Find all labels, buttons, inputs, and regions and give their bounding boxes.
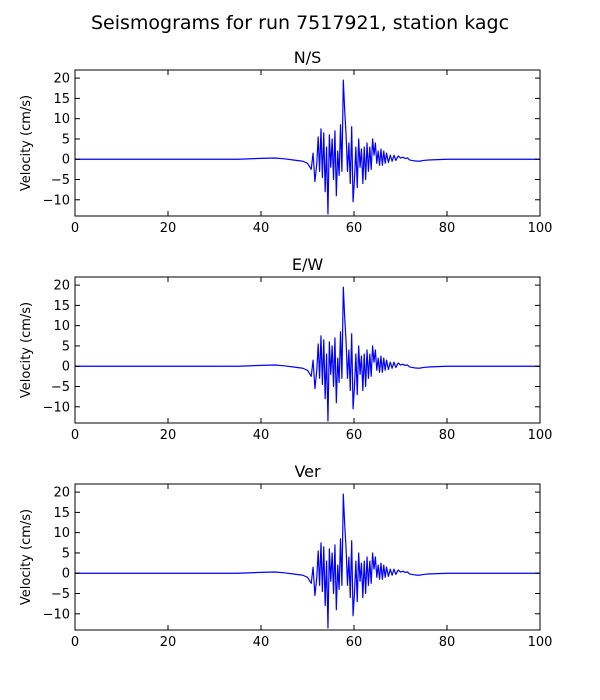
panel-0: N/S Velocity (cm/s) 0 20 40 60 80 100 −10 −5 0 5 10 1…	[19, 48, 552, 236]
seismogram-trace	[75, 79, 540, 215]
x-tick-label: 0	[71, 221, 79, 236]
y-axis-label: Velocity (cm/s)	[19, 509, 34, 605]
panel-2: Ver Velocity (cm/s) 0 20 40 60 80 100 −10 −5 0 5 10 1…	[19, 462, 552, 650]
y-tick-label: 5	[62, 132, 70, 147]
y-tick-label: 20	[53, 486, 70, 501]
x-tick-label: 40	[253, 635, 270, 650]
panel-title: N/S	[294, 48, 322, 67]
plot-frame	[74, 69, 541, 217]
seismogram-trace	[75, 286, 540, 422]
x-tick-label: 60	[346, 221, 363, 236]
y-tick-label: 15	[53, 506, 70, 521]
panel-1: E/W Velocity (cm/s) 0 20 40 60 80 100 −10 −5 0 5 10 1…	[19, 255, 552, 443]
y-tick-label: 20	[53, 72, 70, 87]
y-tick-label: 15	[53, 299, 70, 314]
y-tick-label: −10	[43, 400, 70, 415]
y-tick-label: 5	[62, 339, 70, 354]
x-tick-label: 40	[253, 428, 270, 443]
figure-title: Seismograms for run 7517921, station kag…	[91, 12, 509, 34]
y-tick-label: −5	[51, 587, 70, 602]
y-tick-label: 10	[53, 319, 70, 334]
y-tick-label: 5	[62, 546, 70, 561]
x-tick-label: 20	[160, 635, 177, 650]
y-axis-label: Velocity (cm/s)	[19, 302, 34, 398]
x-tick-label: 100	[528, 221, 553, 236]
plot-frame	[74, 276, 541, 424]
y-tick-label: −5	[51, 380, 70, 395]
y-tick-label: 10	[53, 526, 70, 541]
x-tick-label: 100	[528, 635, 553, 650]
y-tick-label: 0	[62, 360, 70, 375]
panel-title: E/W	[292, 255, 324, 274]
y-tick-label: 0	[62, 153, 70, 168]
y-tick-label: −10	[43, 193, 70, 208]
x-tick-label: 80	[439, 428, 456, 443]
x-tick-label: 60	[346, 428, 363, 443]
x-tick-label: 0	[71, 635, 79, 650]
x-tick-label: 0	[71, 428, 79, 443]
x-tick-label: 20	[160, 428, 177, 443]
x-tick-label: 100	[528, 428, 553, 443]
x-tick-label: 40	[253, 221, 270, 236]
y-axis-label: Velocity (cm/s)	[19, 95, 34, 191]
y-tick-label: −10	[43, 607, 70, 622]
y-tick-label: −5	[51, 173, 70, 188]
x-tick-label: 80	[439, 221, 456, 236]
y-tick-label: 20	[53, 279, 70, 294]
panel-title: Ver	[294, 462, 321, 481]
plot-frame	[74, 483, 541, 631]
y-tick-label: 10	[53, 112, 70, 127]
x-tick-label: 20	[160, 221, 177, 236]
y-tick-label: 15	[53, 92, 70, 107]
y-tick-label: 0	[62, 567, 70, 582]
x-tick-label: 80	[439, 635, 456, 650]
x-tick-label: 60	[346, 635, 363, 650]
seismogram-trace	[75, 493, 540, 629]
